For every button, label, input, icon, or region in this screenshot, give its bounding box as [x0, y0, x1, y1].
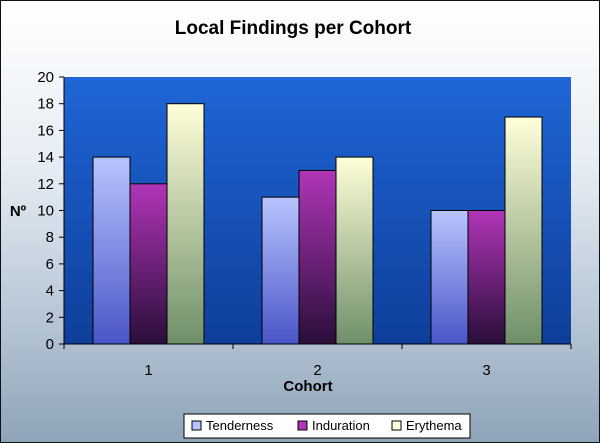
y-tick-label: 16 [37, 122, 54, 139]
bar-tenderness-cohort-3 [430, 210, 469, 345]
legend-label-induration: Induration [312, 418, 370, 433]
y-tick-label: 4 [46, 283, 54, 300]
bar-induration-cohort-1 [129, 183, 168, 345]
x-tick-label: 2 [313, 362, 321, 379]
y-tick-label: 8 [46, 229, 54, 246]
y-tick-label: 20 [37, 69, 54, 86]
y-tick-label: 2 [46, 309, 54, 326]
legend-box [183, 413, 471, 439]
legend: Tenderness Induration Erythema [183, 413, 471, 439]
bars [92, 103, 543, 345]
legend-label-erythema: Erythema [406, 418, 462, 433]
x-tick-label: 1 [144, 362, 152, 379]
bar-tenderness-cohort-2 [261, 196, 300, 345]
bar-erythema-cohort-1 [166, 103, 205, 345]
y-tick-label: 14 [37, 149, 54, 166]
y-tick-label: 10 [37, 203, 54, 220]
bar-tenderness-cohort-1 [92, 156, 131, 345]
y-tick-label: 18 [37, 96, 54, 113]
legend-swatch-induration [297, 420, 308, 431]
legend-label-tenderness: Tenderness [206, 418, 274, 433]
axis-lines [63, 77, 571, 345]
x-tick-label: 3 [482, 362, 490, 379]
bar-erythema-cohort-2 [335, 156, 374, 345]
y-tick-label: 0 [46, 336, 54, 353]
bar-induration-cohort-3 [467, 210, 506, 345]
legend-swatch-erythema [391, 420, 402, 431]
y-tick-label: 12 [37, 176, 54, 193]
legend-swatch-tenderness [191, 420, 202, 431]
y-axis-title: Nº [10, 203, 27, 220]
bar-induration-cohort-2 [298, 169, 337, 345]
x-axis-title: Cohort [283, 378, 332, 395]
y-axis: 0 2 4 6 8 10 12 14 16 18 20 [37, 69, 64, 353]
x-axis: 1 2 3 [63, 344, 572, 379]
y-tick-label: 6 [46, 256, 54, 273]
bar-erythema-cohort-3 [504, 116, 543, 345]
chart-title: Local Findings per Cohort [175, 18, 412, 39]
